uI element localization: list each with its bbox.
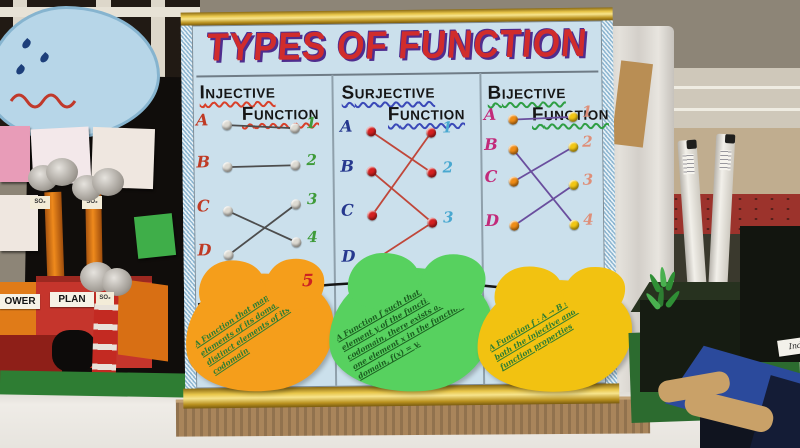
codomain-label: 3	[306, 189, 318, 209]
paper-cloud-cutout	[0, 6, 160, 140]
unmapped-codomain-label: 5	[301, 271, 314, 292]
mapping-line	[226, 124, 296, 130]
surjective-definition-text: A Function f such that, for every elemen…	[334, 266, 465, 381]
codomain-label: 1	[305, 114, 317, 133]
mapping-line	[370, 170, 433, 224]
injective-mapping-diagram: A B C D 1 2 3 4	[195, 110, 332, 301]
push-pin	[509, 220, 520, 231]
push-pin	[290, 199, 302, 210]
mapping-line	[228, 203, 297, 256]
domain-label: C	[196, 196, 210, 216]
types-of-function-poster: TYPES OF FUNCTION Injective Function Sur…	[176, 7, 638, 409]
push-pin	[568, 141, 579, 152]
push-pin	[426, 167, 437, 178]
domain-label: C	[484, 166, 498, 186]
mapping-strings	[226, 124, 297, 256]
codomain-label: 3	[443, 208, 454, 227]
domain-label: D	[197, 240, 212, 260]
power-plant-exhibit: SO₂ SO₂ OWER PLAN SO₂	[0, 6, 198, 398]
so2-tag: SO₂	[96, 292, 114, 305]
codomain-label: 3	[582, 170, 594, 189]
push-pin	[507, 114, 518, 125]
domain-label: D	[341, 246, 356, 266]
push-pin	[426, 127, 437, 138]
raindrop-drawing	[20, 37, 33, 51]
codomain-label: 2	[306, 151, 317, 170]
mapping-line	[370, 130, 433, 174]
chimney-tag	[680, 151, 697, 177]
push-pin	[291, 237, 302, 248]
chimney-tip	[685, 139, 697, 150]
mapping-line	[227, 164, 296, 168]
chimney-tip	[724, 134, 736, 144]
push-pin	[366, 126, 377, 137]
domain-label: A	[339, 116, 353, 136]
push-pin	[568, 179, 579, 190]
domain-label: A	[195, 110, 209, 130]
mapping-line	[227, 210, 297, 244]
cotton-smoke	[92, 168, 124, 196]
domain-label: B	[484, 134, 498, 154]
push-pin	[569, 219, 580, 230]
push-pin	[508, 176, 519, 187]
plant-label: PLAN	[50, 292, 94, 307]
mapping-line	[512, 115, 573, 121]
ledge-line	[604, 108, 800, 111]
codomain-label: 4	[307, 227, 318, 247]
push-pin	[221, 120, 233, 131]
sticky-note	[0, 126, 30, 182]
codomain-label: 4	[583, 210, 594, 229]
raindrop-drawing	[14, 63, 27, 77]
push-pin	[223, 250, 234, 261]
red-handwriting-squiggle	[9, 93, 77, 109]
power-label: OWER	[0, 294, 40, 309]
white-chimney	[707, 133, 736, 301]
ledge-line	[604, 86, 800, 89]
industry-exhibit: Indu	[618, 130, 800, 448]
domain-label: B	[196, 152, 211, 172]
push-pin	[367, 210, 378, 221]
mapping-line	[513, 146, 574, 183]
cotton-smoke	[102, 268, 132, 296]
domain-label: C	[340, 200, 354, 220]
green-base	[0, 370, 191, 398]
domain-label: D	[485, 210, 500, 230]
mapping-line	[513, 184, 575, 227]
green-note	[133, 213, 177, 259]
bijective-definition-text: A Function f : A → B satisfying both the…	[487, 279, 616, 372]
push-pin	[222, 162, 233, 173]
so2-tag: SO₂	[30, 196, 50, 209]
push-pin	[567, 111, 578, 122]
mapping-line	[371, 132, 432, 216]
codomain-label: 1	[581, 102, 593, 121]
push-pin	[427, 217, 438, 228]
dark-shape	[52, 330, 96, 372]
push-pin	[508, 144, 519, 155]
codomain-label: 2	[582, 132, 593, 151]
domain-label: A	[483, 104, 497, 124]
decorative-plant	[644, 265, 682, 335]
raindrop-drawing	[38, 51, 51, 65]
push-pin	[222, 206, 234, 217]
mapping-strings	[512, 115, 575, 227]
domain-label: B	[340, 156, 355, 176]
mapping-line	[512, 149, 575, 226]
codomain-label: 1	[441, 118, 453, 137]
push-pin	[290, 160, 301, 171]
codomain-label: 2	[442, 158, 454, 177]
push-pin	[289, 123, 301, 134]
push-pin	[366, 166, 377, 177]
chimney-tag	[717, 147, 734, 173]
